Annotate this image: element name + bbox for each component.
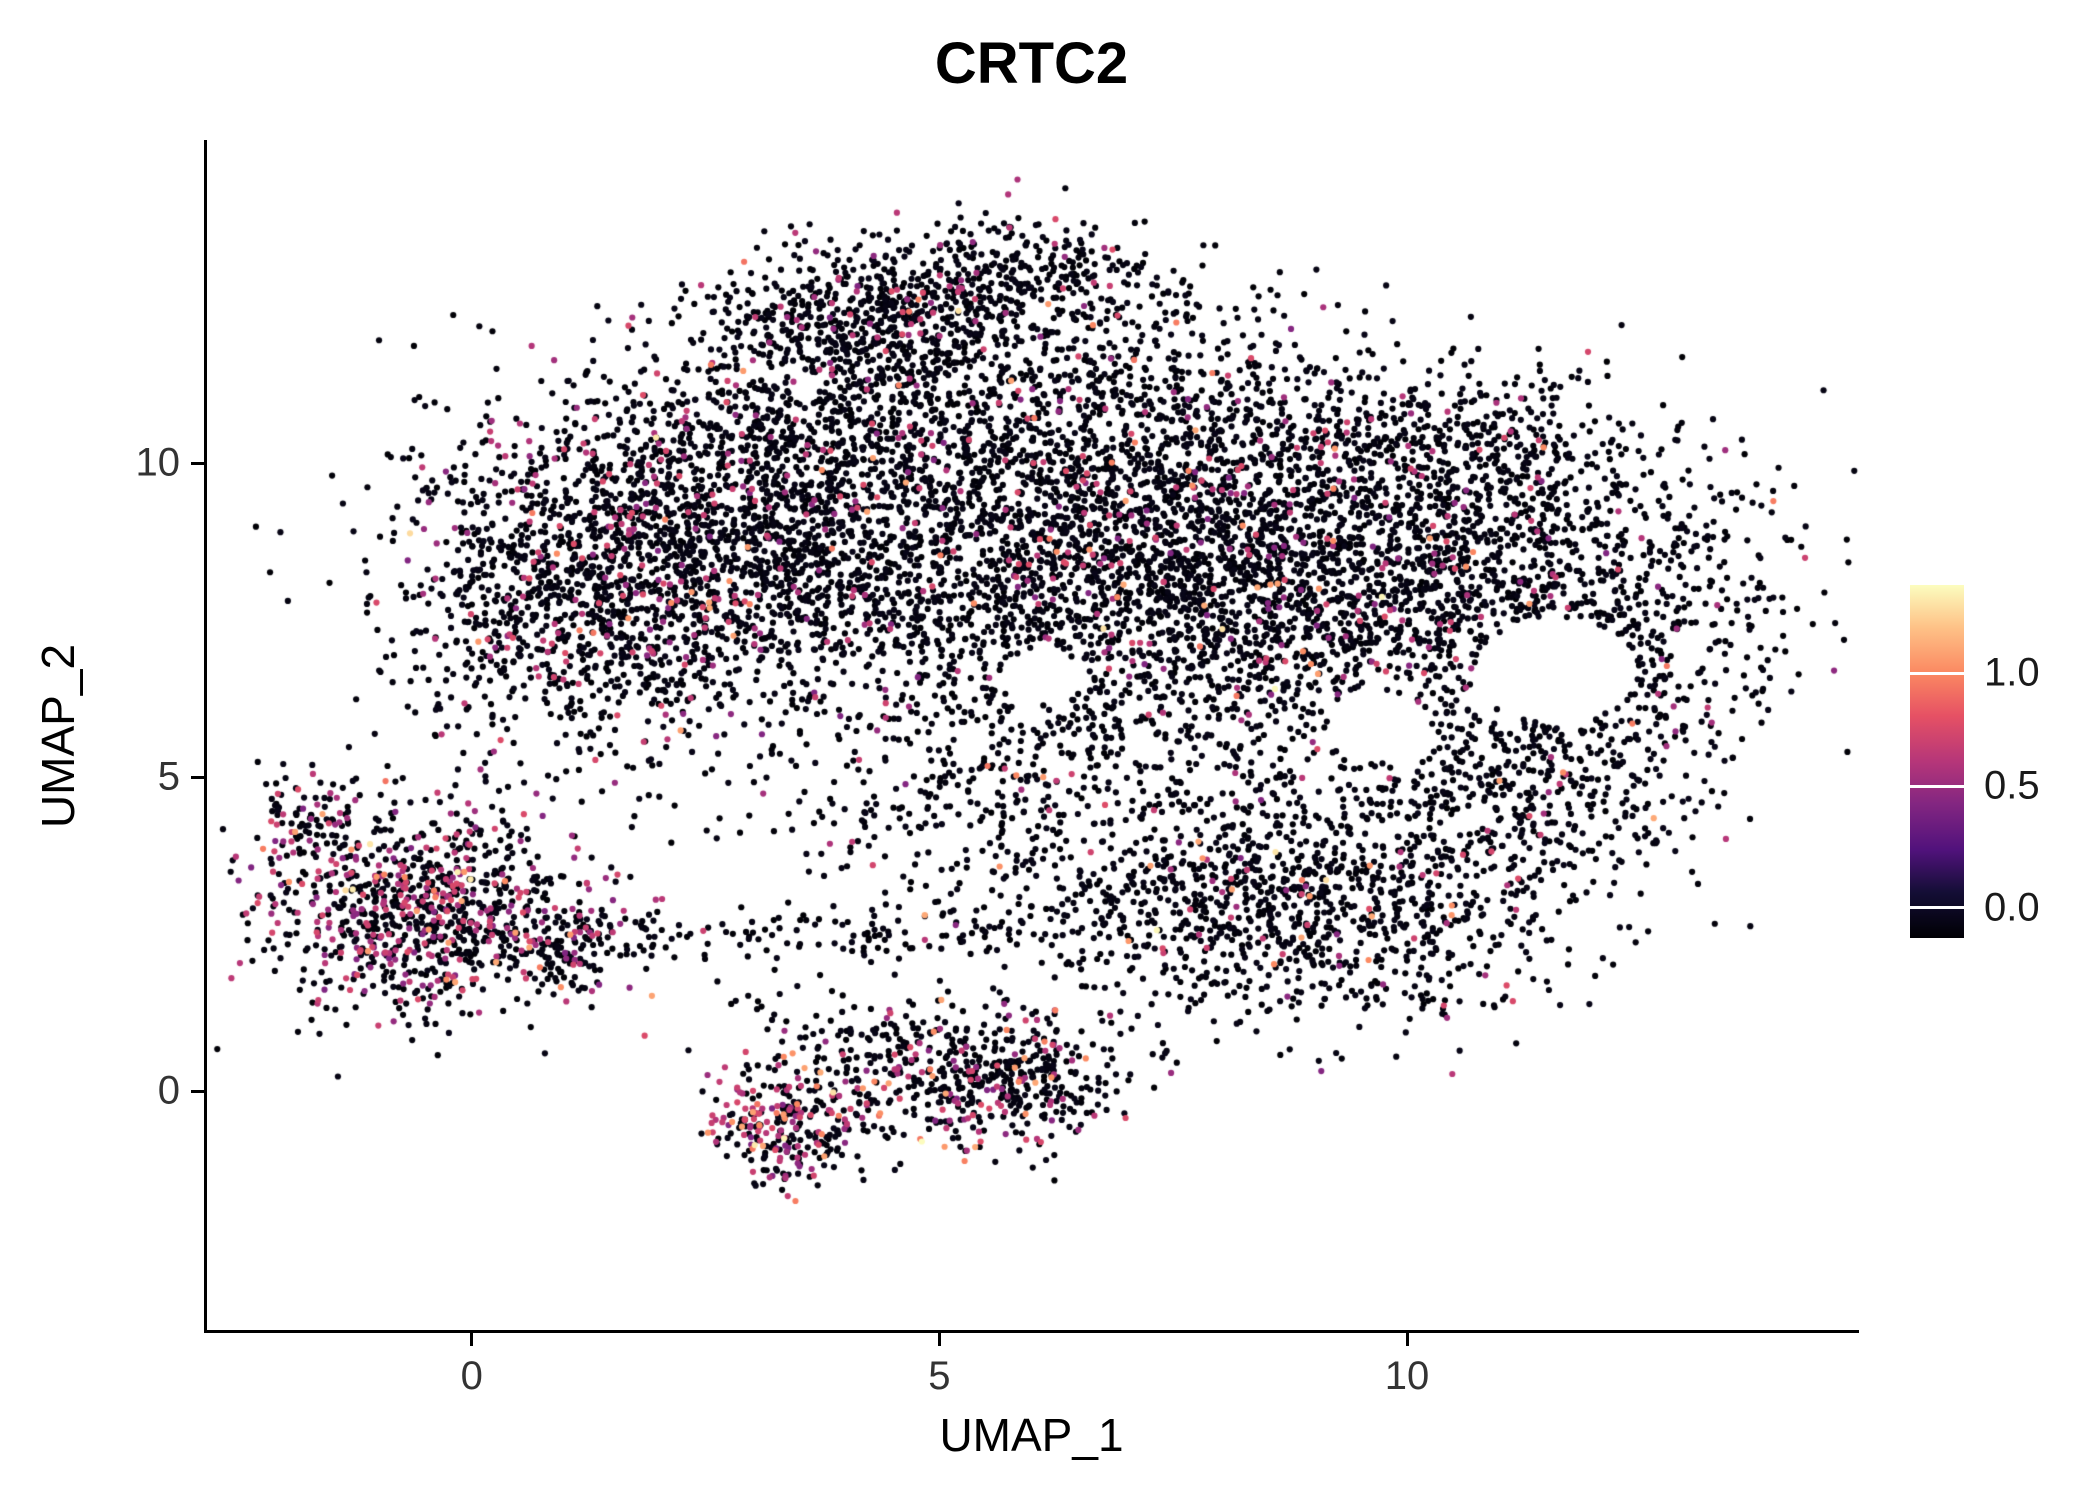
- x-axis-title: UMAP_1: [939, 1409, 1124, 1461]
- colorbar-tick: [1910, 784, 1964, 788]
- x-axis-line: [204, 1330, 1859, 1333]
- x-tick-label: 5: [928, 1354, 951, 1398]
- x-tick-label: 0: [460, 1354, 483, 1398]
- x-tick-mark: [470, 1333, 474, 1346]
- y-tick-label: 10: [135, 440, 181, 485]
- plot-title: CRTC2: [934, 31, 1129, 96]
- y-tick-mark: [191, 461, 204, 465]
- colorbar-label: 0.0: [1984, 885, 2040, 930]
- y-axis-line: [204, 140, 207, 1333]
- colorbar-tick: [1910, 671, 1964, 675]
- y-tick-label: 5: [157, 754, 180, 799]
- colorbar-tick: [1910, 906, 1964, 910]
- y-tick-mark: [191, 1089, 204, 1093]
- x-tick-label: 10: [1384, 1354, 1430, 1398]
- y-tick-label: 0: [157, 1068, 180, 1113]
- y-tick-mark: [191, 775, 204, 779]
- colorbar-label: 0.5: [1984, 763, 2040, 808]
- x-tick-mark: [937, 1333, 941, 1346]
- x-tick-mark: [1405, 1333, 1409, 1346]
- colorbar-label: 1.0: [1984, 650, 2040, 695]
- colorbar-gradient: [1910, 585, 1964, 938]
- y-axis-title: UMAP_2: [32, 643, 84, 829]
